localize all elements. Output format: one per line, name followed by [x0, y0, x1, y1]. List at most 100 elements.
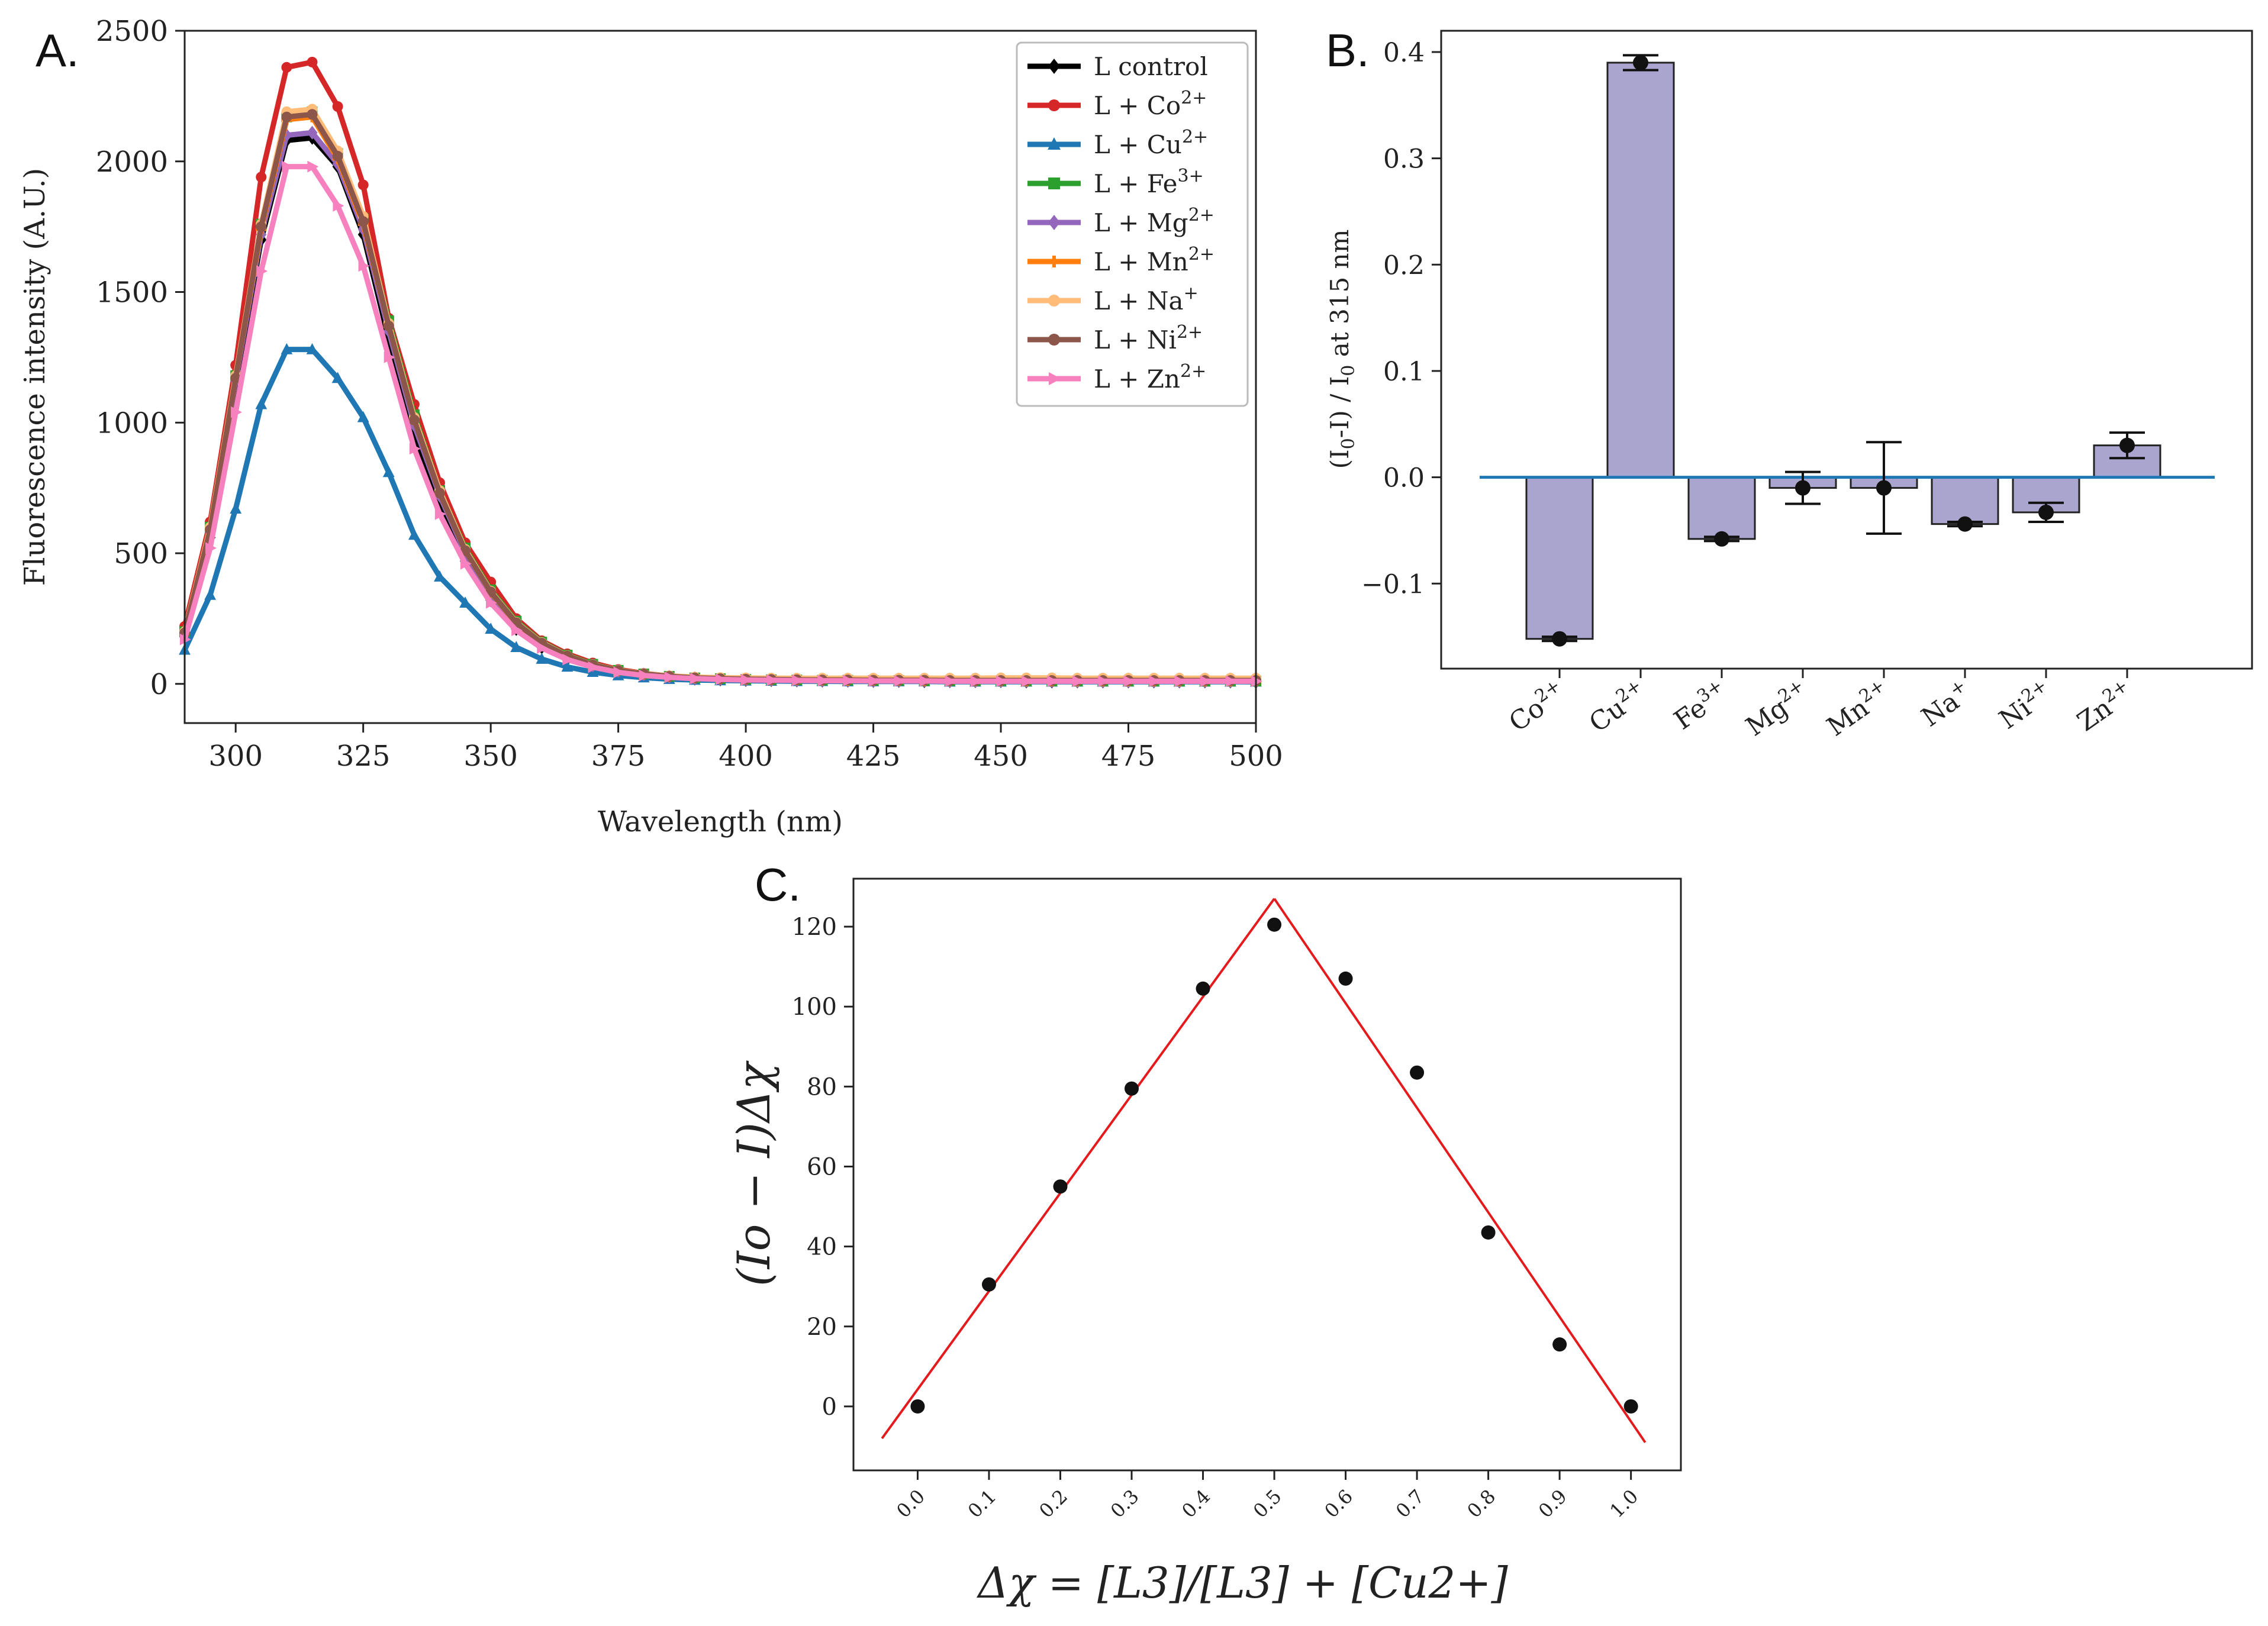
y-tick-label: −0.1: [1361, 569, 1425, 599]
panel-b-frame: [1440, 30, 2253, 670]
data-point: [434, 508, 446, 520]
data-point: [817, 675, 829, 687]
panel-c-y-axis-label: (Io − I)Δχ: [727, 1060, 780, 1286]
data-point: [1196, 981, 1210, 996]
fit-line-1: [1273, 898, 1647, 1443]
y-tick-label: 0.0: [1383, 463, 1425, 493]
data-point: [409, 443, 421, 455]
fit-line-0: [881, 898, 1275, 1440]
legend-marker: [1048, 178, 1060, 189]
data-point: [1623, 1399, 1638, 1414]
panel-c-frame: [852, 877, 1682, 1472]
x-tick-label: 0.7: [1391, 1485, 1429, 1522]
data-point: [537, 642, 549, 654]
y-tick-label: 0: [822, 1393, 837, 1421]
x-tick-label: 300: [208, 740, 263, 773]
y-tick-label: 0.3: [1383, 144, 1425, 175]
data-point: [333, 199, 344, 212]
error-bar: [2028, 501, 2064, 524]
data-point: [1149, 675, 1161, 688]
y-tick-label: 1500: [96, 276, 168, 309]
data-point: [230, 502, 242, 514]
panel-c-ticks: 0.0 0.1 0.2 0.3 0.4 0.5 0.6 0.7 0.8 0.9 1.0 0 20 40 60…: [792, 914, 1643, 1522]
error-bar: [1542, 631, 1577, 647]
data-point: [792, 675, 804, 686]
data-point: [1072, 675, 1084, 688]
x-tick-label: Ni2+: [1992, 675, 2058, 735]
legend-box: [1016, 41, 1249, 407]
data-point: [894, 675, 906, 687]
y-tick-label: 40: [807, 1234, 837, 1261]
legend-label: L + Cu2+: [1094, 127, 1208, 159]
data-point: [639, 669, 650, 682]
data-point: [459, 596, 471, 608]
x-tick-label: Mg2+: [1739, 675, 1815, 742]
legend-marker: [1048, 256, 1060, 267]
mean-point: [1633, 54, 1648, 70]
data-point: [970, 675, 982, 688]
data-point: [868, 675, 880, 687]
legend-entry: L control: [1027, 52, 1208, 81]
data-point: [306, 343, 318, 354]
x-tick-label: Fe3+: [1667, 675, 1734, 735]
data-point: [1267, 917, 1282, 932]
data-point: [231, 406, 242, 418]
x-tick-label: 0.1: [964, 1485, 1001, 1522]
data-point: [588, 661, 600, 673]
x-tick-label: 0.9: [1534, 1485, 1571, 1522]
data-point: [460, 557, 472, 570]
x-tick-label: 0.5: [1249, 1485, 1286, 1522]
y-tick-label: 2000: [96, 146, 168, 179]
panel-b-letter: B.: [1326, 24, 1370, 76]
data-point: [919, 675, 931, 687]
data-point: [561, 660, 574, 672]
panel-a-legend: L control L + Co2+ L + Cu2+ L + Fe3+ L + Mg2…: [1016, 41, 1249, 407]
data-point: [357, 216, 369, 227]
legend-marker: [1048, 99, 1060, 111]
panel-a-y-axis-label: Fluorescence intensity (A.U.): [18, 168, 51, 586]
mean-point: [1714, 531, 1729, 547]
data-point: [613, 666, 625, 679]
data-point: [382, 466, 395, 478]
x-tick-label: 0.2: [1035, 1485, 1072, 1522]
data-point: [1338, 971, 1353, 986]
data-point: [996, 675, 1007, 688]
error-bar: [1785, 470, 1821, 505]
data-point: [981, 1277, 996, 1292]
legend-label: L + Zn2+: [1094, 361, 1206, 393]
data-point: [281, 111, 292, 122]
data-point: [332, 150, 343, 162]
data-point: [1125, 1081, 1139, 1096]
legend-entry: L + Co2+: [1027, 88, 1207, 120]
data-point: [408, 414, 420, 425]
data-point: [205, 542, 217, 554]
data-point: [511, 624, 523, 637]
data-point: [843, 675, 855, 687]
x-tick-label: 375: [591, 740, 646, 773]
error-bar: [1704, 531, 1739, 547]
mean-point: [1876, 480, 1892, 496]
x-tick-label: 450: [974, 740, 1028, 773]
mean-point: [2038, 504, 2054, 520]
panel-c-chart: C. 0.0 0.1 0.2 0.3 0.4 0.5 0.6 0.7 0.8 0.9 1.0 0 20 4…: [727, 859, 1682, 1608]
x-tick-label: Na+: [1915, 675, 1977, 733]
data-point: [715, 673, 727, 686]
legend-label: L control: [1094, 52, 1208, 81]
data-point: [1053, 1179, 1068, 1194]
x-tick-label: 0.3: [1106, 1485, 1143, 1522]
panel-b-ticks: −0.1 0.0 0.1 0.2 0.3 0.4 Co2+Cu2+Fe3+Mg2+Mn2+ N…: [1361, 38, 2132, 743]
panel-a-letter: A.: [36, 24, 79, 76]
legend-entry: L + Mn2+: [1027, 244, 1214, 276]
panel-b-marks: [1480, 54, 2215, 647]
data-point: [256, 265, 268, 278]
legend-label: L + Mn2+: [1094, 244, 1214, 276]
data-point: [1552, 1337, 1567, 1352]
data-point: [664, 671, 676, 683]
legend-entry: L + Mg2+: [1027, 205, 1214, 237]
data-point: [307, 125, 318, 140]
data-point: [536, 653, 548, 664]
data-point: [256, 172, 267, 183]
data-point: [282, 160, 294, 173]
panel-a-marks: [179, 56, 1262, 689]
